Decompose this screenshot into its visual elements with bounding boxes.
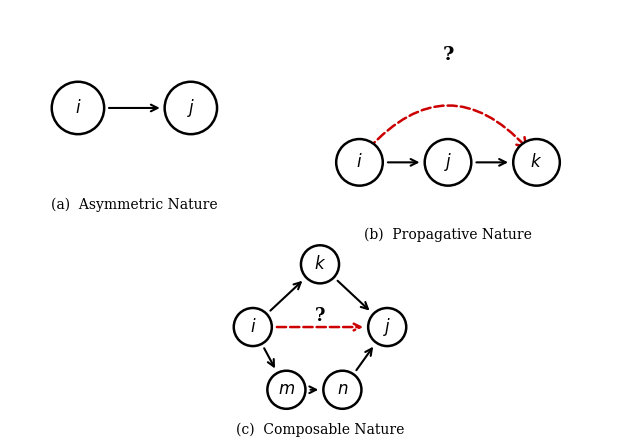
- Text: $j$: $j$: [444, 151, 452, 173]
- Text: (a)  Asymmetric Nature: (a) Asymmetric Nature: [51, 198, 218, 212]
- Circle shape: [336, 139, 383, 185]
- Text: $i$: $i$: [75, 99, 81, 117]
- Circle shape: [425, 139, 471, 185]
- Text: ?: ?: [442, 46, 454, 64]
- Text: $j$: $j$: [383, 316, 392, 338]
- Text: $i$: $i$: [356, 153, 363, 171]
- Circle shape: [513, 139, 560, 185]
- Text: ?: ?: [315, 307, 325, 325]
- Circle shape: [368, 308, 406, 346]
- Text: $j$: $j$: [187, 97, 195, 119]
- Text: (b)  Propagative Nature: (b) Propagative Nature: [364, 228, 532, 242]
- Circle shape: [301, 246, 339, 283]
- Text: (c)  Composable Nature: (c) Composable Nature: [236, 423, 404, 437]
- Circle shape: [52, 82, 104, 134]
- Text: $k$: $k$: [314, 255, 326, 273]
- Text: $k$: $k$: [531, 153, 543, 171]
- Circle shape: [323, 371, 362, 409]
- Circle shape: [268, 371, 305, 409]
- Text: $n$: $n$: [337, 381, 348, 398]
- Text: $i$: $i$: [250, 318, 256, 336]
- FancyArrowPatch shape: [369, 105, 526, 149]
- Circle shape: [234, 308, 272, 346]
- Text: $m$: $m$: [278, 381, 295, 398]
- Circle shape: [164, 82, 217, 134]
